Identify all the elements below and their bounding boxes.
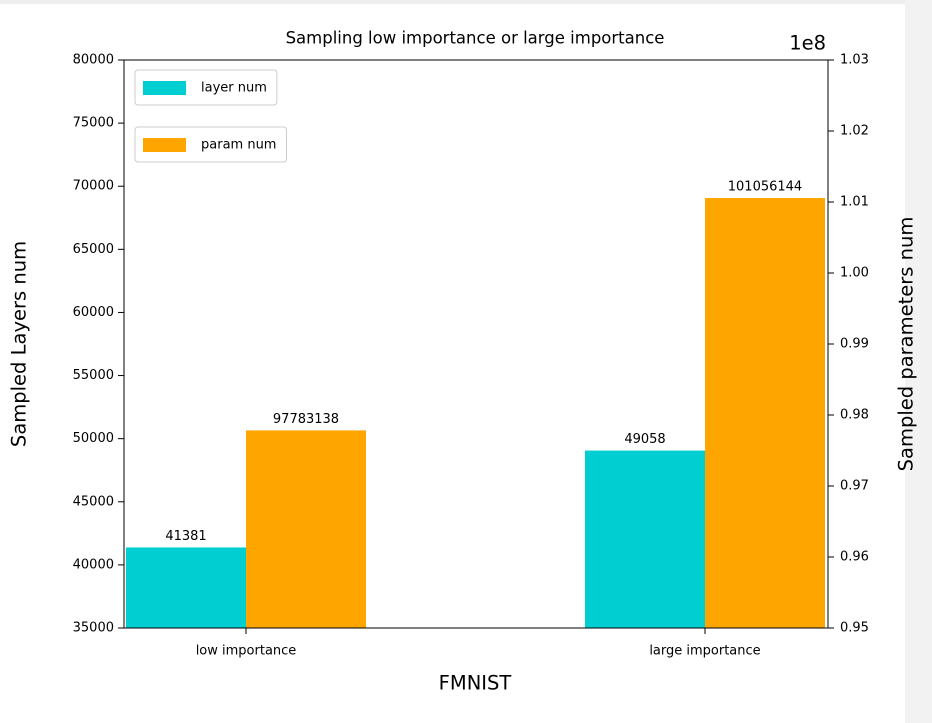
y2-offset-label: 1e8 — [789, 32, 826, 55]
y-axis-label: Sampled Layers num — [8, 241, 31, 447]
legend-label: param num — [201, 138, 276, 153]
y2-axis-label: Sampled parameters num — [895, 217, 918, 472]
y2-tick-label: 1.03 — [840, 53, 869, 68]
y2-tick-label: 0.95 — [840, 621, 869, 636]
legend-swatch — [143, 138, 186, 152]
data-label: 41381 — [165, 529, 206, 544]
data-label: 97783138 — [273, 412, 339, 427]
plot-frame — [123, 59, 829, 629]
y-tick-label: 75000 — [73, 116, 114, 131]
y2-tick-label: 0.96 — [840, 550, 869, 565]
data-label: 49058 — [624, 432, 665, 447]
chart-title: Sampling low importance or large importa… — [286, 29, 665, 48]
x-tick-label: large importance — [649, 644, 760, 659]
data-label: 101056144 — [728, 180, 802, 195]
y2-tick-label: 0.98 — [840, 408, 869, 423]
legend-label: layer num — [201, 81, 267, 96]
y2-tick-label: 0.99 — [840, 337, 869, 352]
bar — [246, 430, 366, 628]
y2-tick-label: 0.97 — [840, 479, 869, 494]
bar — [126, 547, 246, 628]
y-tick-label: 40000 — [73, 557, 114, 572]
y-tick-label: 45000 — [73, 494, 114, 509]
bar — [585, 450, 705, 628]
legend-swatch — [143, 81, 186, 95]
y-tick-label: 70000 — [73, 179, 114, 194]
y2-tick-label: 1.01 — [840, 195, 869, 210]
y-tick-label: 55000 — [73, 368, 114, 383]
side-strip — [905, 0, 932, 723]
y-tick-label: 60000 — [73, 305, 114, 320]
y2-tick-label: 1.00 — [840, 266, 869, 281]
y-tick-label: 65000 — [73, 242, 114, 257]
y2-tick-label: 1.02 — [840, 124, 869, 139]
x-axis-label: FMNIST — [439, 672, 512, 695]
y-tick-label: 35000 — [73, 621, 114, 636]
y-tick-label: 80000 — [73, 53, 114, 68]
x-tick-label: low importance — [196, 644, 297, 659]
legend-box — [134, 69, 278, 106]
top-strip — [0, 0, 932, 4]
legend-box — [134, 126, 287, 163]
y-tick-label: 50000 — [73, 431, 114, 446]
bar — [705, 198, 825, 628]
